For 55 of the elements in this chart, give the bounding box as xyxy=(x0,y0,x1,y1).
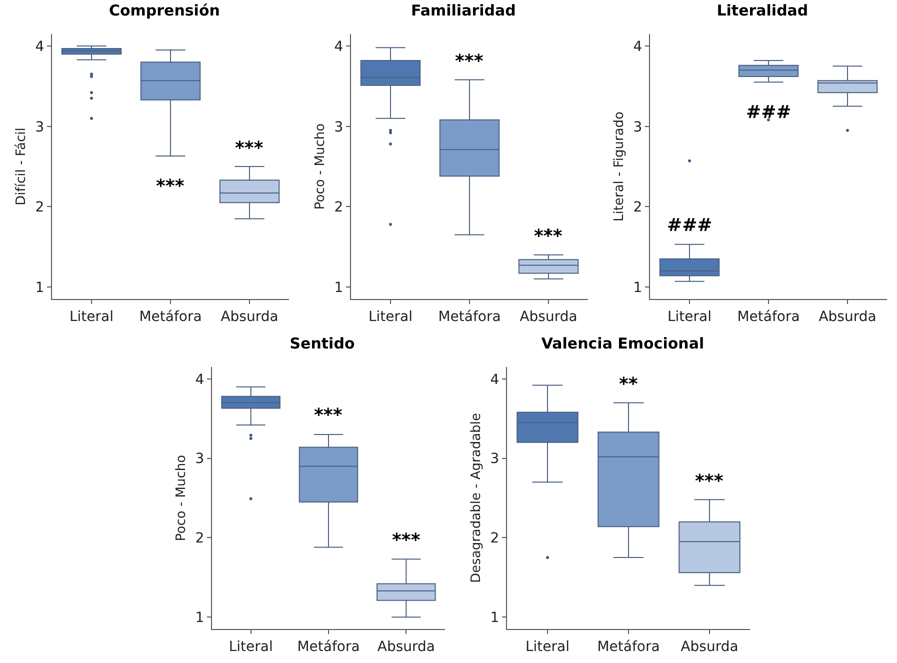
chart-title: Literalidad xyxy=(716,1,808,20)
y-tick-label: 3 xyxy=(633,119,642,136)
chart-title: Sentido xyxy=(290,334,355,352)
y-tick-label: 4 xyxy=(490,372,500,388)
annotation: *** xyxy=(534,226,563,247)
x-tick-label: Metáfora xyxy=(597,638,660,655)
y-tick-label: 3 xyxy=(195,451,204,468)
x-tick-label: Literal xyxy=(525,638,570,655)
y-tick-label: 4 xyxy=(633,38,642,55)
y-tick-label: 1 xyxy=(633,280,642,296)
x-tick-label: Literal xyxy=(228,638,273,655)
y-tick-label: 2 xyxy=(334,200,344,216)
x-tick-label: Absurda xyxy=(520,308,578,325)
x-tick-label: Metáfora xyxy=(438,308,501,325)
chart-title: Valencia Emocional xyxy=(541,334,704,352)
annotation: *** xyxy=(455,51,484,72)
x-tick-label: Absurda xyxy=(818,308,876,325)
y-tick-label: 3 xyxy=(35,119,44,136)
y-axis-title: Poco - Mucho xyxy=(174,454,190,542)
y-tick-label: 3 xyxy=(334,119,344,136)
x-tick-label: Absurda xyxy=(680,638,738,655)
x-tick-label: Absurda xyxy=(377,638,435,655)
x-tick-label: Metáfora xyxy=(737,308,800,325)
annotation: ### xyxy=(667,215,712,236)
y-axis-title: Desagradable - Agradable xyxy=(469,413,484,583)
annotation: *** xyxy=(392,530,421,551)
annotation: *** xyxy=(235,138,264,159)
y-tick-label: 2 xyxy=(35,200,44,216)
x-tick-label: Metáfora xyxy=(297,638,360,655)
x-tick-label: Literal xyxy=(667,308,712,325)
y-tick-label: 2 xyxy=(633,200,642,216)
y-tick-label: 2 xyxy=(195,530,204,547)
y-tick-label: 4 xyxy=(195,372,204,388)
x-tick-label: Absurda xyxy=(220,308,278,325)
y-tick-label: 2 xyxy=(490,530,500,547)
y-tick-label: 4 xyxy=(334,38,344,55)
annotation: ### xyxy=(746,102,792,123)
x-tick-label: Literal xyxy=(368,308,413,325)
x-tick-label: Literal xyxy=(69,308,114,325)
y-axis-title: Difícil - Fácil xyxy=(14,128,30,206)
y-tick-label: 1 xyxy=(35,280,44,296)
annotation: *** xyxy=(156,176,185,197)
y-axis-title: Poco - Mucho xyxy=(313,123,328,210)
y-tick-label: 1 xyxy=(195,610,204,626)
annotation: ** xyxy=(619,374,638,395)
y-tick-label: 4 xyxy=(35,38,44,55)
y-tick-label: 3 xyxy=(490,451,500,468)
annotation: *** xyxy=(695,471,724,492)
y-axis-title: Literal - Figurado xyxy=(612,111,628,222)
chart-title: Familiaridad xyxy=(411,1,516,20)
annotation: *** xyxy=(314,405,343,426)
y-tick-label: 1 xyxy=(334,280,344,296)
y-tick-label: 1 xyxy=(490,610,500,626)
chart-title: Comprensión xyxy=(108,1,220,20)
x-tick-label: Metáfora xyxy=(139,308,202,325)
